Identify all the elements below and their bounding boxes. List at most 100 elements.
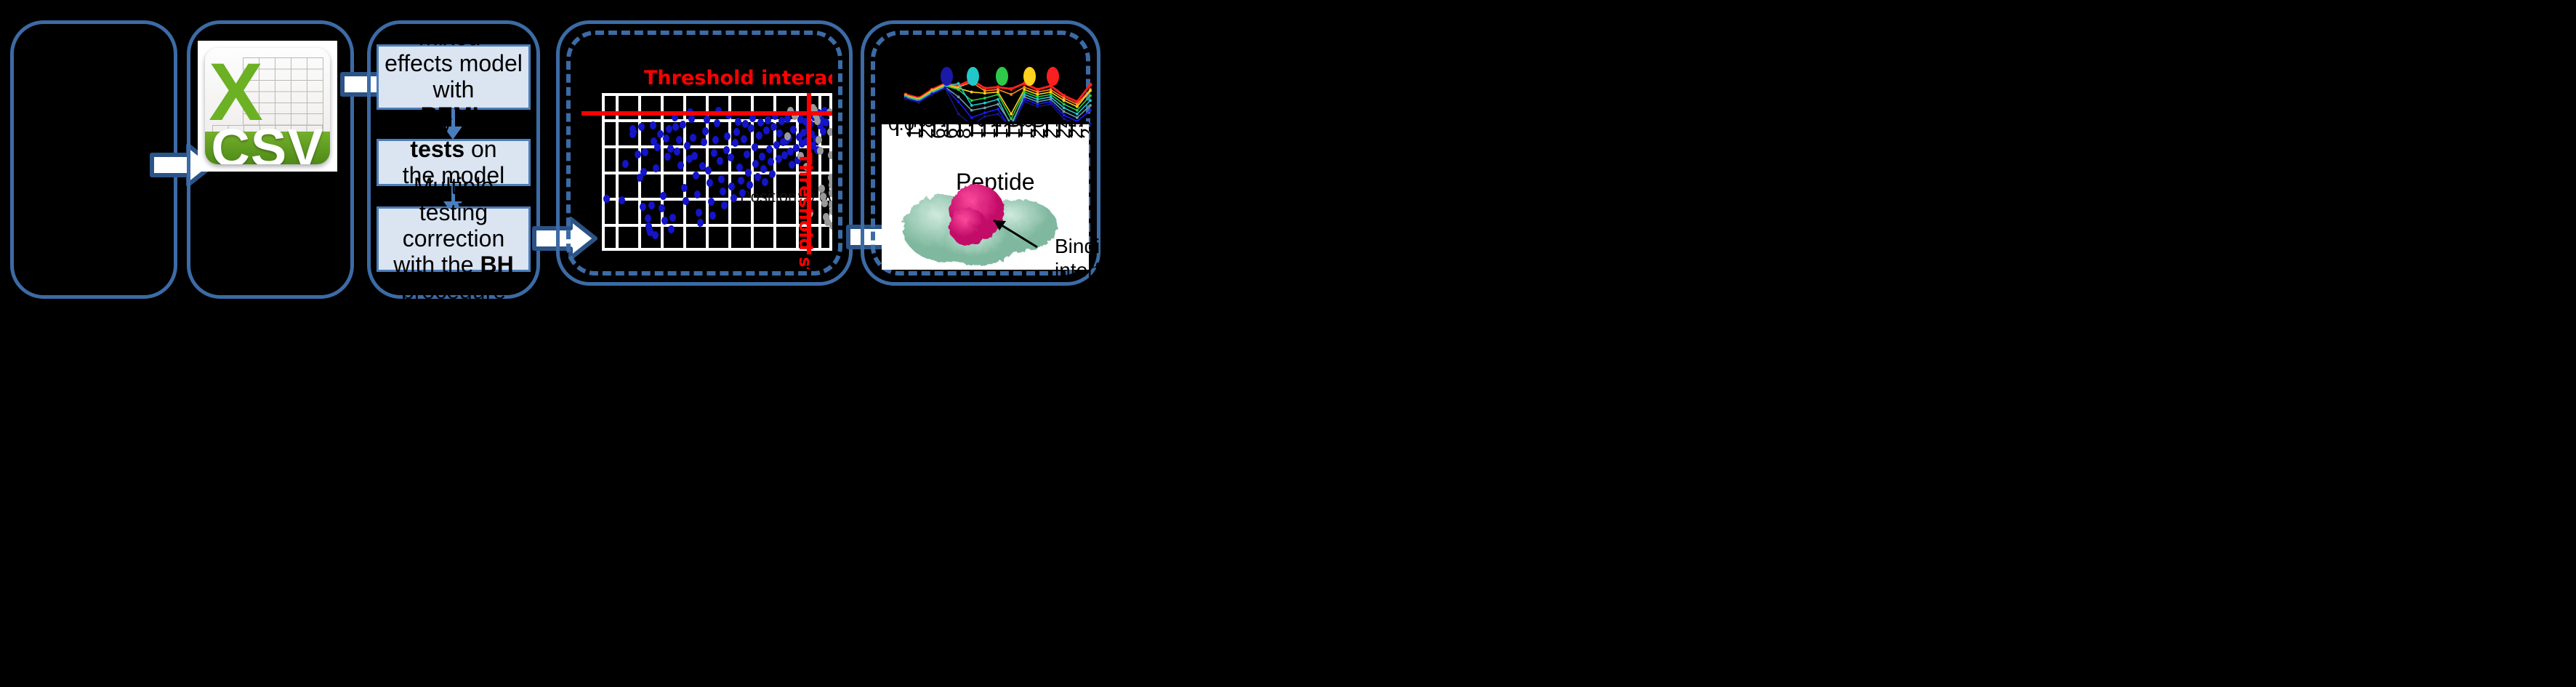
peptide-marker	[970, 104, 973, 107]
scatter-point-nonsignificant	[797, 151, 805, 160]
scatter-point-significant	[718, 175, 725, 184]
peptide-marker	[957, 112, 960, 116]
scatter-point-nonsignificant	[824, 217, 832, 226]
peptide-marker	[983, 106, 986, 110]
peptide-marker	[957, 81, 960, 85]
scatter-point-significant	[778, 116, 785, 125]
scatter-point-significant	[720, 187, 727, 196]
peptide-marker	[1009, 87, 1013, 91]
peptide-marker	[983, 115, 986, 118]
scatter-point-significant	[680, 184, 688, 193]
peptide-tick	[1058, 124, 1060, 136]
peptide-marker	[1049, 93, 1052, 96]
scatter-point-significant	[724, 132, 731, 140]
scatter-point-significant	[658, 204, 665, 213]
scatter-point-significant	[675, 136, 683, 145]
peptide-tick	[970, 124, 973, 136]
legend-dot-timepoint-1	[941, 67, 953, 86]
scatter-point-nonsignificant	[829, 200, 832, 209]
peptide-tick	[983, 124, 986, 136]
peptide-marker	[1049, 103, 1052, 106]
scatter-point-significant	[674, 147, 681, 156]
scatter-point-significant	[639, 203, 646, 212]
peptide-marker	[983, 101, 986, 105]
peptide-tick	[946, 124, 949, 136]
scatter-point-significant	[684, 141, 691, 150]
scatter-point-significant	[740, 134, 747, 143]
peptide-tick	[921, 124, 924, 136]
peptide-marker	[1089, 94, 1092, 97]
binding-interface-annotation: Binding interface	[1055, 234, 1132, 282]
scatter-point-significant	[754, 173, 761, 181]
peptide-marker	[1035, 87, 1040, 92]
scatter-point-significant	[761, 177, 768, 186]
scatter-point-significant	[603, 194, 610, 203]
threshold-plot-inner-frame	[566, 31, 842, 276]
scatter-point-significant	[685, 154, 693, 163]
peptide-marker	[1062, 106, 1066, 110]
scatter-point-significant	[672, 113, 679, 121]
scatter-point-significant	[728, 182, 736, 191]
scatter-point-significant	[800, 129, 808, 137]
scatter-point-nonsignificant	[826, 128, 832, 137]
scatter-point-nonsignificant	[829, 206, 832, 215]
peptide-marker	[1089, 104, 1092, 107]
scatter-point-significant	[637, 123, 645, 132]
peptide-marker	[983, 97, 986, 100]
peptide-marker	[1062, 103, 1066, 106]
peptide-tick	[896, 124, 898, 136]
peptide-marker	[1036, 90, 1039, 94]
statistical-model-panel	[367, 20, 540, 299]
legend-dot-timepoint-3	[996, 67, 1008, 86]
peptide-marker	[1049, 95, 1052, 99]
peptide-marker	[1062, 97, 1066, 100]
scatter-point-significant	[693, 190, 701, 198]
scatter-point-significant	[703, 115, 710, 124]
scatter-point-significant	[682, 196, 689, 205]
peptide-marker	[1023, 100, 1026, 103]
peptide-marker	[904, 97, 907, 100]
scatter-point-significant	[647, 228, 654, 236]
scatter-point-significant	[629, 128, 637, 137]
scatter-point-significant	[782, 137, 789, 145]
scatter-point-significant	[797, 115, 805, 124]
scatter-point-significant	[793, 143, 800, 152]
peptide-marker	[1075, 108, 1079, 112]
scatter-point-significant	[716, 157, 723, 166]
peptide-marker	[1062, 117, 1066, 121]
scatter-plot-area: Position: 0.00 0.00	[602, 93, 832, 251]
peptide-marker	[1089, 89, 1092, 92]
scatter-point-significant	[663, 134, 670, 142]
scatter-point-significant	[775, 155, 782, 164]
scatter-point-significant	[737, 177, 744, 185]
scatter-point-significant	[739, 188, 746, 197]
peptide-marker	[957, 88, 960, 92]
scatter-point-nonsignificant	[786, 106, 794, 115]
scatter-point-significant	[723, 146, 730, 155]
scatter-point-significant	[733, 128, 740, 137]
scatter-point-significant	[654, 142, 661, 151]
csv-label: CSV	[211, 118, 324, 164]
scatter-point-nonsignificant	[828, 180, 832, 189]
scatter-point-significant	[695, 208, 702, 217]
peptide-tick	[909, 124, 911, 136]
scatter-point-significant	[712, 136, 719, 144]
scatter-point-nonsignificant	[827, 150, 832, 159]
scatter-point-significant	[653, 164, 660, 173]
scatter-point-significant	[731, 139, 738, 148]
csv-x-letter: X	[209, 48, 263, 137]
scatter-point-significant	[794, 156, 802, 165]
bh-bold: BH	[480, 251, 514, 278]
scatter-overlay-text: Position: 0.00 0.00	[740, 188, 832, 206]
scatter-point-significant	[635, 150, 642, 158]
scatter-point-significant	[711, 149, 718, 158]
scatter-point-significant	[821, 106, 829, 115]
connector-arrowhead-1	[443, 126, 462, 140]
scatter-point-significant	[817, 121, 824, 130]
peptide-marker	[996, 85, 1000, 89]
peptide-marker	[1049, 100, 1052, 103]
peptide-marker	[1049, 88, 1052, 92]
bh-line3-pre: with the	[393, 251, 480, 278]
scatter-point-significant	[656, 130, 664, 139]
peptide-marker	[970, 116, 973, 119]
